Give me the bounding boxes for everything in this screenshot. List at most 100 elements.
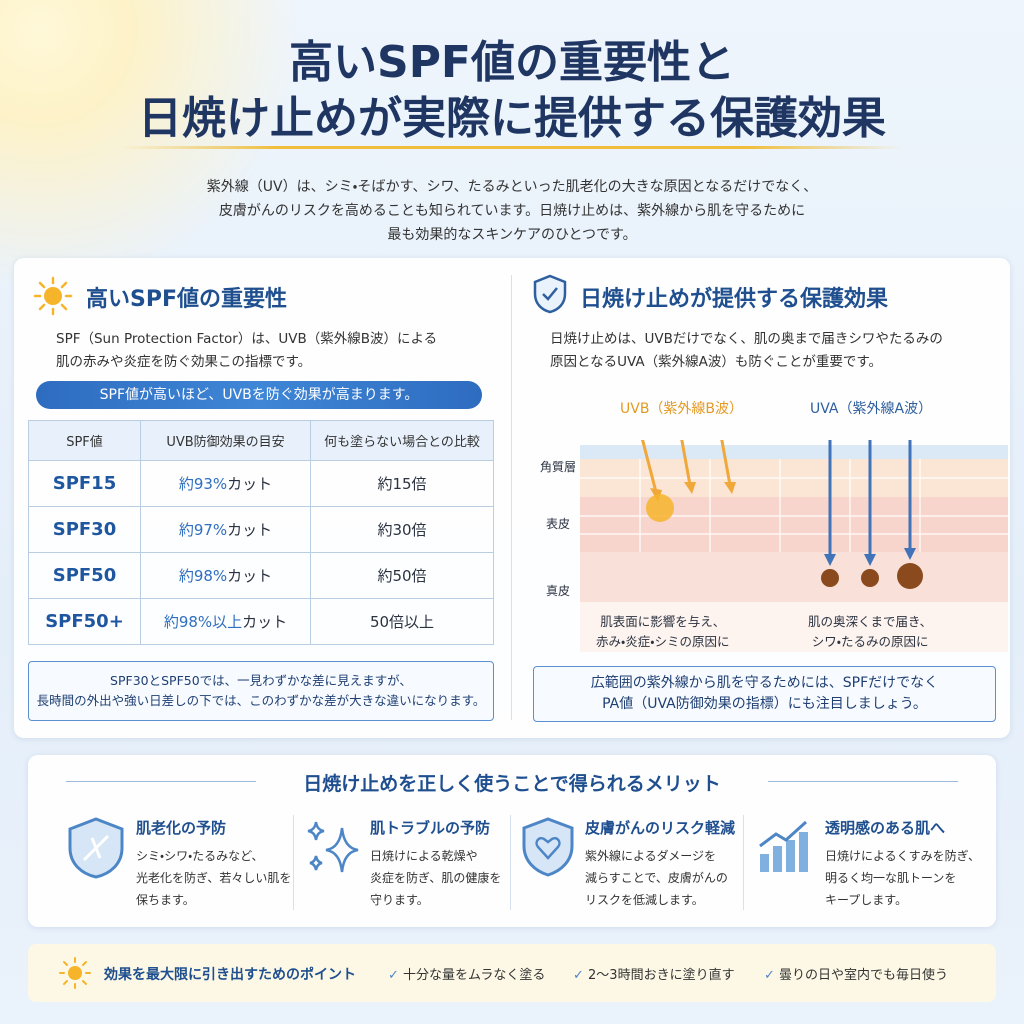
table-header: SPF値 <box>28 420 141 461</box>
skin-diagram <box>580 440 1008 652</box>
dermis-layer <box>580 552 1008 602</box>
cut-suffix: カット <box>227 521 273 539</box>
benefit-line: 紫外線によるダメージを <box>585 849 717 863</box>
spf-cell: SPF50+ <box>28 598 141 645</box>
intro-line: 紫外線（UV）は、シミ・そばかす、シワ、たるみといった肌老化の大きな原因となるだ… <box>206 179 818 195</box>
note-line: PA値（UVA防御効果の指標）にも注目しましょう。 <box>602 696 927 712</box>
intro-line: 皮膚がんのリスクを高めることも知られています。日焼け止めは、紫外線から肌を守るた… <box>218 203 806 219</box>
sparkle <box>82 834 110 862</box>
uva-caption: 肌の奥深くまで届き、 シワ・たるみの原因に <box>808 612 932 652</box>
sparkles <box>307 821 359 873</box>
cut-cell: 約98%カット <box>140 552 311 599</box>
cut-value: 約93% <box>178 475 228 493</box>
panel-title: 日焼け止めが提供する保護効果 <box>580 287 889 312</box>
tips-bar <box>28 944 996 1002</box>
benefit-title: 肌トラブルの予防 <box>370 819 491 837</box>
tips-title: 効果を最大限に引き出すためのポイント <box>104 967 356 983</box>
ratio-cell: 約15倍 <box>310 460 494 507</box>
tip-text: 曇りの日や室内でも毎日使う <box>779 968 949 983</box>
tip-text: 2〜3時間おきに塗り直す <box>588 968 735 983</box>
cut-cell: 約97%カット <box>140 506 311 553</box>
trend <box>759 820 808 848</box>
caption-line: シワ・たるみの原因に <box>811 634 929 649</box>
uvb-caption: 肌表面に影響を与え、 赤み・炎症・シミの原因に <box>596 612 730 652</box>
cut-value: 約97% <box>178 521 228 539</box>
benefit-line: 守ります。 <box>370 893 429 907</box>
cut-cell: 約93%カット <box>140 460 311 507</box>
benefit-text: 紫外線によるダメージを 減らすことで、皮膚がんの リスクを低減します。 <box>585 845 728 911</box>
note-line: SPF30とSPF50では、一見わずかな差に見えますが、 <box>110 673 412 688</box>
heart <box>535 837 561 860</box>
divider <box>293 815 294 910</box>
caption-line: 赤み・炎症・シミの原因に <box>596 634 730 649</box>
intro-line: 最も効果的なスキンケアのひとつです。 <box>387 227 637 243</box>
shield <box>533 274 567 314</box>
shield-icon <box>68 817 124 879</box>
uva-label: UVA（紫外線A波） <box>810 401 933 417</box>
spf-cell: SPF50 <box>28 552 141 599</box>
shield <box>522 817 574 877</box>
title-underline <box>120 146 904 149</box>
banner: SPF値が高いほど、UVBを防ぐ効果が高まります。 <box>36 381 482 409</box>
sun-rays <box>33 276 73 316</box>
ratio-cell: 約30倍 <box>310 506 494 553</box>
layer-label: 角質層 <box>540 460 577 474</box>
panel-text: 肌の赤みや炎症を防ぐ効果この指標です。 <box>56 354 312 370</box>
benefits-panel <box>28 755 996 927</box>
benefit-line: 光老化を防ぎ、若々しい肌を <box>136 871 292 885</box>
skin-surface <box>580 445 1008 459</box>
check: ✓ <box>388 968 404 983</box>
note-line: 広範囲の紫外線から肌を守るためには、SPFだけでなく <box>590 675 939 691</box>
panel-text: 日焼け止めは、UVBだけでなく、肌の奥まで届きシワやたるみの <box>550 331 943 347</box>
title-line: 日焼け止めが実際に提供する保護効果 <box>138 93 886 144</box>
table-header: 何も塗らない場合との比較 <box>310 420 494 461</box>
uva-arrows <box>828 440 912 558</box>
rule <box>66 781 256 782</box>
benefit-line: 明るく均一な肌トーンを <box>825 871 957 885</box>
bars <box>760 832 808 872</box>
cut-value: 約98% <box>178 567 228 585</box>
benefit-line: 減らすことで、皮膚がんの <box>585 871 728 885</box>
spf-table: SPF値 UVB防御効果の目安 何も塗らない場合との比較 SPF15 約93%カッ… <box>28 420 494 645</box>
table-header-row: SPF値 UVB防御効果の目安 何も塗らない場合との比較 <box>28 420 494 461</box>
cut-cell: 約98%以上カット <box>140 598 311 645</box>
heart-shield-icon <box>522 817 574 877</box>
panel-text: 原因となるUVA（紫外線A波）も防ぐことが重要です。 <box>550 354 882 370</box>
shield-icon <box>533 274 567 314</box>
benefit-title: 透明感のある肌へ <box>825 819 946 837</box>
table-row: SPF30 約97%カット 約30倍 <box>28 506 494 553</box>
check: ✓ <box>573 968 589 983</box>
caption-line: 肌の奥深くまで届き、 <box>808 614 933 629</box>
benefit-text: 日焼けによるくすみを防ぎ、 明るく均一な肌トーンを キープします。 <box>825 845 980 911</box>
note-box: 広範囲の紫外線から肌を守るためには、SPFだけでなく PA値（UVA防御効果の指… <box>533 666 996 722</box>
table-row: SPF50 約98%カット 約50倍 <box>28 552 494 599</box>
spf-cell: SPF30 <box>28 506 141 553</box>
sun <box>68 966 82 980</box>
panel-text: SPF（Sun Protection Factor）は、UVB（紫外線B波）によ… <box>56 331 438 347</box>
benefit-line: 炎症を防ぎ、肌の健康を <box>370 871 502 885</box>
panel-title: 高いSPF値の重要性 <box>86 287 287 312</box>
uvb-burst <box>646 494 674 522</box>
table-header: UVB防御効果の目安 <box>140 420 311 461</box>
benefit-line: 保ちます。 <box>136 893 195 907</box>
tip-text: 十分な量をムラなく塗る <box>403 968 546 983</box>
tip: ✓ 曇りの日や室内でも毎日使う <box>764 964 948 983</box>
sun-icon <box>59 957 91 989</box>
growth-icon <box>759 820 808 872</box>
benefit-title: 皮膚がんのリスク軽減 <box>585 819 736 837</box>
uva-arrowheads <box>824 548 916 566</box>
uvb-label: UVB（紫外線B波） <box>620 401 744 417</box>
layer-label: 真皮 <box>546 584 571 598</box>
benefit-line: リスクを低減します。 <box>585 893 704 907</box>
benefit-text: 日焼けによる乾燥や 炎症を防ぎ、肌の健康を 守ります。 <box>370 845 501 911</box>
benefit-text: シミ・シワ・たるみなど、 光老化を防ぎ、若々しい肌を 保ちます。 <box>136 845 291 911</box>
uvb-arrows <box>641 440 732 493</box>
check: ✓ <box>764 968 780 983</box>
benefit-line: キープします。 <box>825 893 908 907</box>
benefit-title: 肌老化の予防 <box>136 819 227 837</box>
note-box: SPF30とSPF50では、一見わずかな差に見えますが、 長時間の外出や強い日差… <box>28 661 494 721</box>
table-row: SPF15 約93%カット 約15倍 <box>28 460 494 507</box>
sun-rays <box>59 957 91 989</box>
cut-suffix: カット <box>227 567 273 585</box>
